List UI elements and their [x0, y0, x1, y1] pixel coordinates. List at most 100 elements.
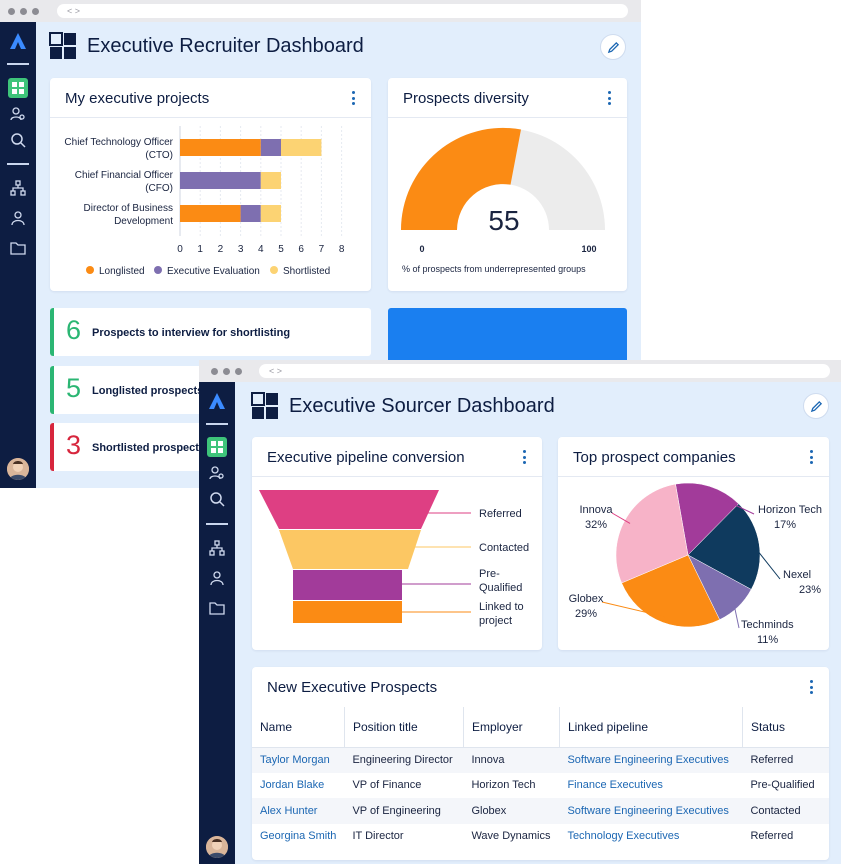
people-search-icon[interactable]: [207, 463, 227, 483]
column-header-pipeline[interactable]: Linked pipeline: [559, 707, 743, 748]
prospect-name-link[interactable]: Taylor Morgan: [252, 747, 345, 773]
kpi-accent: [50, 366, 54, 414]
org-chart-icon[interactable]: [8, 178, 28, 198]
legend-label[interactable]: Longlisted: [99, 266, 145, 277]
prospects-table: Name Position title Employer Linked pipe…: [252, 707, 829, 849]
kpi-accent: [50, 423, 54, 471]
pie-label: Techminds: [741, 619, 794, 631]
pie-leader-line: [707, 491, 755, 515]
user-avatar[interactable]: [7, 458, 29, 480]
table-row[interactable]: Georgina Smith IT Director Wave Dynamics…: [252, 824, 829, 850]
table-row[interactable]: Alex Hunter VP of Engineering Globex Sof…: [252, 798, 829, 824]
folder-icon[interactable]: [8, 238, 28, 258]
legend-marker: [86, 266, 94, 274]
card-title: Top prospect companies: [573, 449, 736, 466]
kpi-accent: [50, 308, 54, 356]
funnel-label-prequalified-line2: Qualified: [479, 582, 522, 594]
sidebar-divider: [7, 163, 29, 165]
sidebar-divider: [7, 63, 29, 65]
pie-value-label: 11%: [757, 634, 778, 646]
position-cell: Engineering Director: [344, 747, 464, 773]
legend-label[interactable]: Shortlisted: [283, 266, 330, 277]
edit-dashboard-button[interactable]: [600, 34, 626, 60]
browser-toolbar: < >: [0, 0, 641, 22]
card-title: My executive projects: [65, 90, 210, 107]
pipeline-link[interactable]: Software Engineering Executives: [559, 798, 743, 824]
employer-cell: Wave Dynamics: [471, 830, 551, 843]
pipeline-link[interactable]: Technology Executives: [567, 830, 680, 843]
legend-label[interactable]: Executive Evaluation: [167, 266, 260, 277]
column-header-status[interactable]: Status: [742, 707, 829, 748]
top-companies-card: Top prospect companies Horizon Tech 17% Ne…: [558, 437, 829, 650]
dashboard-icon[interactable]: [8, 78, 28, 98]
more-options-icon[interactable]: [807, 447, 815, 467]
card-header: Prospects diversity: [388, 78, 627, 118]
funnel-stage-contacted: [279, 530, 421, 569]
pie-value-label: 17%: [774, 519, 796, 531]
kpi-label: Prospects to interview for shortlisting: [92, 327, 291, 339]
x-tick-label: 2: [218, 244, 224, 255]
category-label-line: Director of Business: [84, 203, 173, 214]
prospect-name-link[interactable]: Jordan Blake: [260, 779, 325, 792]
folder-icon[interactable]: [207, 598, 227, 618]
user-icon[interactable]: [8, 208, 28, 228]
sidebar-divider: [206, 423, 228, 425]
user-icon[interactable]: [207, 568, 227, 588]
more-options-icon[interactable]: [349, 88, 357, 108]
employer-cell: Globex: [463, 798, 560, 824]
pie-value-label: 32%: [585, 519, 607, 531]
user-avatar[interactable]: [206, 836, 228, 858]
card-title: Executive pipeline conversion: [267, 449, 465, 466]
position-cell: IT Director: [352, 830, 404, 843]
prospect-name-link[interactable]: Alex Hunter: [252, 798, 345, 824]
pie-label: Globex: [569, 593, 604, 605]
prospect-name-link[interactable]: Georgina Smith: [260, 830, 337, 843]
table-header-row: Name Position title Employer Linked pipe…: [252, 707, 829, 748]
x-tick-label: 4: [258, 244, 264, 255]
funnel-stage-referred: [259, 490, 439, 529]
kpi-label: Shortlisted prospects: [92, 442, 206, 454]
more-options-icon[interactable]: [605, 88, 613, 108]
column-header-name[interactable]: Name: [252, 707, 345, 748]
card-title: New Executive Prospects: [267, 679, 438, 696]
search-icon[interactable]: [8, 130, 28, 150]
org-chart-icon[interactable]: [207, 538, 227, 558]
pie-leader-line: [733, 602, 740, 629]
status-cell: Referred: [742, 747, 829, 773]
pipeline-link[interactable]: Finance Executives: [567, 779, 663, 792]
table-row[interactable]: Jordan Blake VP of Finance Horizon Tech …: [252, 773, 829, 799]
kpi-card-interview[interactable]: 6 Prospects to interview for shortlistin…: [50, 308, 371, 356]
table-row[interactable]: Taylor Morgan Engineering Director Innov…: [252, 747, 829, 773]
window-controls[interactable]: [211, 368, 242, 375]
window-controls[interactable]: [8, 8, 39, 15]
category-label: Chief Financial Officer (CFO): [75, 170, 174, 194]
category-label-line: Chief Financial Officer: [75, 170, 174, 181]
pie-label: Horizon Tech: [758, 504, 822, 516]
column-header-employer[interactable]: Employer: [463, 707, 560, 748]
legend-marker: [270, 266, 278, 274]
bar-segment: [180, 172, 261, 189]
more-options-icon[interactable]: [520, 447, 528, 467]
diversity-card: Prospects diversity 55 0 100 % of prospe…: [388, 78, 627, 291]
dashboard-icon[interactable]: [207, 437, 227, 457]
card-title: Prospects diversity: [403, 90, 529, 107]
people-search-icon[interactable]: [8, 104, 28, 124]
projects-bar-chart: Chief Technology Officer (CTO) Chief Finan…: [64, 126, 345, 277]
more-options-icon[interactable]: [807, 677, 815, 697]
pipeline-conversion-card: Executive pipeline conversion Referred C…: [252, 437, 542, 650]
status-cell: Referred: [750, 830, 794, 843]
column-header-position[interactable]: Position title: [344, 707, 464, 748]
address-bar[interactable]: < >: [57, 4, 628, 18]
funnel-label-prequalified-line1: Pre-: [479, 568, 500, 580]
sourcer-window: < > Executive Sourcer Dashboard Executiv…: [199, 360, 841, 864]
x-tick-label: 3: [238, 244, 244, 255]
kpi-value: 5: [66, 373, 82, 403]
pie-leader-line: [601, 601, 665, 618]
gauge-min-label: 0: [419, 244, 424, 254]
bar-segment: [260, 172, 281, 189]
search-icon[interactable]: [207, 489, 227, 509]
address-bar[interactable]: < >: [259, 364, 830, 378]
gauge-value: 55: [488, 205, 519, 236]
pipeline-link[interactable]: Software Engineering Executives: [559, 747, 743, 773]
edit-dashboard-button[interactable]: [803, 393, 829, 419]
